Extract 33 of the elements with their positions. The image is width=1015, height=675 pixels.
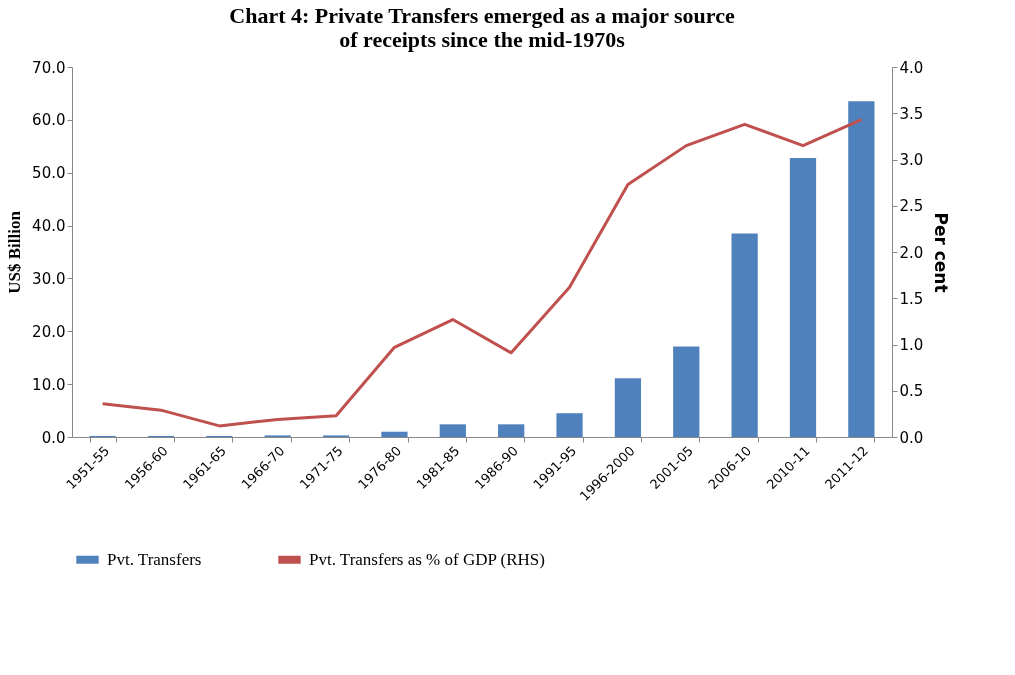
bar	[848, 101, 875, 437]
bar	[673, 346, 700, 437]
legend-label: Pvt. Transfers	[107, 549, 202, 569]
y-tick-label: 60.0	[32, 111, 66, 130]
y2-tick-label: 0.0	[899, 428, 924, 447]
bar	[614, 378, 642, 437]
bar	[381, 431, 408, 437]
y2-tick-label: 3.5	[899, 104, 924, 123]
y2-tick-label: 1.5	[899, 289, 924, 308]
y-tick-label: 70.0	[32, 58, 66, 77]
y2-tick-label: 4.0	[899, 58, 924, 77]
y2-axis-title: Per cent	[931, 212, 952, 293]
y2-tick-label: 2.5	[899, 197, 924, 216]
bar	[789, 157, 817, 437]
y-tick-label: 50.0	[32, 164, 66, 183]
y-tick-label: 10.0	[32, 375, 66, 394]
text: Chart 4: Private Transfers emerged as a major source	[229, 3, 735, 28]
y2-tick-label: 0.5	[899, 382, 924, 401]
line-series	[101, 118, 863, 428]
bar	[439, 424, 466, 437]
text: of receipts since the mid-1970s	[339, 27, 625, 52]
bar	[498, 424, 525, 437]
y-tick-label: 40.0	[32, 217, 66, 236]
y-tick-label: 30.0	[32, 269, 66, 288]
y-tick-label: 20.0	[32, 322, 66, 341]
y-tick-label: 0.0	[41, 428, 66, 447]
y2-tick-label: 2.0	[899, 243, 924, 262]
legend-label: Pvt. Transfers as % of GDP (RHS)	[309, 549, 545, 569]
y2-tick-label: 3.0	[899, 151, 924, 169]
y-axis-title: US$ Billion	[5, 210, 25, 294]
y2-tick-label: 1.0	[899, 336, 924, 354]
bar	[556, 413, 583, 437]
bar	[731, 233, 758, 437]
